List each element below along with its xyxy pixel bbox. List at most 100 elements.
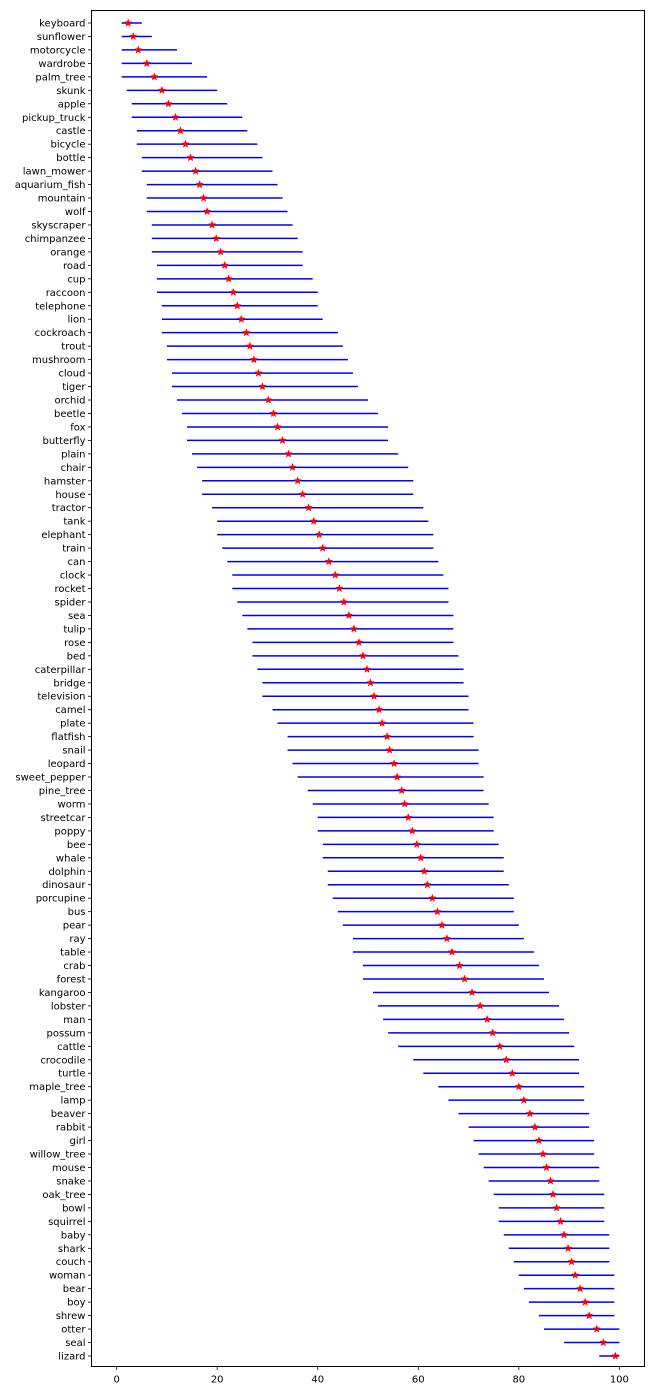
category-label-caterpillar: caterpillar [35, 665, 87, 676]
category-label-ray: ray [69, 934, 85, 945]
star-marker-motorcycle [133, 45, 143, 54]
category-label-beaver: beaver [51, 1109, 87, 1120]
category-label-elephant: elephant [41, 530, 85, 541]
star-marker-possum [488, 1028, 497, 1037]
star-marker-seal [598, 1338, 608, 1347]
star-marker-train [318, 543, 328, 552]
star-marker-spider [339, 597, 349, 606]
star-marker-shrew [584, 1311, 594, 1320]
x-tick-label-40: 40 [311, 1375, 324, 1386]
category-label-porcupine: porcupine [36, 894, 86, 905]
category-label-orange: orange [50, 247, 85, 258]
star-marker-turtle [507, 1068, 517, 1077]
category-label-aquarium_fish: aquarium_fish [15, 180, 86, 191]
category-label-oak_tree: oak_tree [42, 1190, 85, 1201]
category-label-squirrel: squirrel [48, 1217, 85, 1228]
star-marker-bottle [186, 153, 195, 162]
star-marker-telephone [233, 301, 242, 310]
category-label-chair: chair [61, 463, 87, 474]
star-marker-wolf [202, 206, 212, 216]
star-marker-fox [273, 422, 282, 431]
category-label-bear: bear [63, 1284, 87, 1295]
category-label-willow_tree: willow_tree [30, 1150, 86, 1161]
category-label-motorcycle: motorcycle [30, 45, 86, 56]
x-tick-label-80: 80 [512, 1375, 525, 1386]
category-label-shark: shark [58, 1244, 86, 1255]
star-marker-orchid [264, 395, 273, 404]
star-marker-maple_tree [514, 1082, 524, 1091]
star-marker-pine_tree [397, 785, 406, 795]
star-marker-trout [245, 341, 255, 350]
star-marker-otter [592, 1324, 602, 1333]
star-marker-rocket [335, 584, 344, 593]
x-tick-label-100: 100 [610, 1375, 629, 1386]
category-label-fox: fox [70, 422, 85, 433]
star-marker-camel [374, 705, 384, 714]
star-marker-poppy [407, 826, 417, 835]
star-marker-mountain [199, 193, 208, 202]
star-marker-can [324, 557, 334, 566]
star-marker-crab [455, 961, 464, 970]
category-label-plain: plain [61, 449, 85, 460]
star-marker-bicycle [181, 139, 190, 148]
category-label-crab: crab [63, 961, 85, 972]
star-marker-whale [416, 853, 426, 862]
category-label-lizard: lizard [58, 1352, 85, 1363]
star-marker-boy [580, 1297, 590, 1306]
category-label-mushroom: mushroom [32, 355, 86, 366]
category-label-tulip: tulip [63, 624, 85, 635]
category-label-wardrobe: wardrobe [38, 59, 85, 70]
category-label-lamp: lamp [61, 1096, 86, 1107]
category-labels: keyboard sunflower motorcycle wardrobe palm_… [15, 19, 92, 1363]
star-marker-pear [437, 920, 447, 929]
star-marker-lizard [611, 1351, 620, 1360]
star-marker-bus [433, 907, 442, 916]
star-marker-sunflower [128, 31, 138, 41]
star-marker-leopard [389, 759, 399, 768]
category-label-turtle: turtle [58, 1069, 85, 1080]
star-marker-lion [237, 314, 246, 323]
star-marker-plain [284, 449, 293, 458]
category-label-otter: otter [61, 1325, 86, 1336]
star-marker-lawn_mower [191, 166, 200, 175]
category-label-sunflower: sunflower [37, 32, 87, 43]
category-label-dinosaur: dinosaur [42, 880, 86, 891]
category-label-bridge: bridge [53, 678, 85, 689]
category-label-worm: worm [58, 799, 86, 810]
star-marker-sea [344, 610, 354, 620]
star-marker-television [369, 691, 379, 700]
star-marker-apple [164, 99, 173, 108]
star-marker-beetle [269, 408, 278, 418]
category-label-bed: bed [67, 651, 86, 662]
category-label-chimpanzee: chimpanzee [25, 234, 86, 245]
category-label-spider: spider [55, 597, 87, 608]
star-marker-castle [176, 126, 185, 135]
star-marker-tractor [304, 503, 313, 512]
star-marker-bee [412, 839, 422, 848]
category-label-raccoon: raccoon [46, 288, 86, 299]
category-label-sea: sea [68, 611, 86, 622]
category-label-possum: possum [47, 1028, 86, 1039]
category-label-maple_tree: maple_tree [29, 1082, 85, 1093]
category-label-cup: cup [67, 274, 85, 285]
star-marker-willow_tree [538, 1149, 548, 1158]
category-label-rose: rose [64, 638, 85, 649]
category-label-lawn_mower: lawn_mower [23, 167, 87, 178]
category-label-dolphin: dolphin [48, 867, 85, 878]
star-marker-rose [354, 637, 364, 647]
category-label-streetcar: streetcar [41, 813, 87, 824]
category-label-tank: tank [63, 517, 85, 528]
star-marker-cup [224, 274, 234, 283]
category-label-leopard: leopard [48, 759, 86, 770]
star-marker-beaver [525, 1109, 535, 1118]
category-label-butterfly: butterfly [42, 436, 85, 447]
category-label-snail: snail [62, 746, 85, 757]
category-label-orchid: orchid [55, 396, 86, 407]
star-marker-tiger [258, 382, 267, 391]
star-marker-couch [567, 1257, 576, 1266]
star-marker-caterpillar [362, 664, 372, 673]
category-label-table: table [60, 948, 85, 959]
category-label-beetle: beetle [54, 409, 86, 420]
star-marker-worm [400, 799, 409, 808]
star-marker-aquarium_fish [195, 180, 204, 189]
